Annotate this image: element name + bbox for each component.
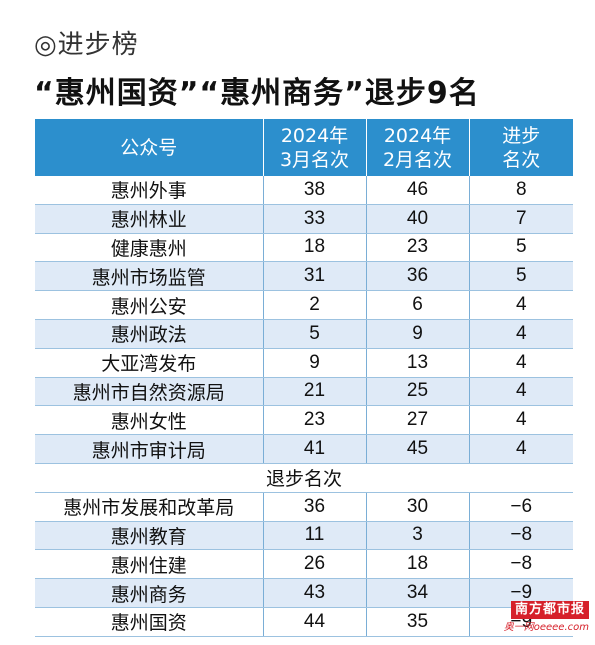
watermark-site: 奥一网oeeee.com — [503, 622, 589, 633]
rank-change-cell: 4 — [469, 405, 573, 436]
feb-rank-cell: 3 — [366, 521, 470, 551]
feb-rank-cell: 6 — [366, 290, 470, 320]
rank-change-cell: −8 — [469, 521, 573, 551]
march-rank-cell: 11 — [263, 521, 367, 551]
feb-rank-cell: 34 — [366, 578, 470, 608]
rank-change-cell: 4 — [469, 434, 573, 464]
account-name-cell: 惠州女性 — [35, 405, 264, 436]
watermark-logo: 南方都市报 — [510, 601, 589, 619]
progress-row: 惠州市审计局 41 45 4 — [35, 434, 573, 464]
march-rank-cell: 9 — [263, 348, 367, 378]
decline-row: 惠州国资 44 35 −9 — [35, 607, 573, 637]
account-name-cell: 健康惠州 — [35, 233, 264, 263]
feb-rank-cell: 46 — [366, 176, 470, 205]
progress-row: 惠州公安 2 6 4 — [35, 290, 573, 320]
progress-row: 惠州市场监管 31 36 5 — [35, 261, 573, 292]
rank-change-cell: −8 — [469, 549, 573, 580]
account-name-cell: 惠州市场监管 — [35, 261, 264, 292]
account-name-cell: 惠州市审计局 — [35, 434, 264, 464]
rank-change-cell: 4 — [469, 377, 573, 407]
decline-row: 惠州教育 11 3 −8 — [35, 521, 573, 551]
march-rank-cell: 38 — [263, 176, 367, 205]
march-rank-cell: 33 — [263, 204, 367, 234]
progress-row: 惠州林业 33 40 7 — [35, 204, 573, 234]
rank-change-cell: 4 — [469, 348, 573, 378]
rank-change-cell: 8 — [469, 176, 573, 205]
progress-row: 惠州市自然资源局 21 25 4 — [35, 377, 573, 407]
account-name-cell: 惠州林业 — [35, 204, 264, 234]
column-header-march-rank: 2024年 3月名次 — [263, 119, 367, 176]
account-name-cell: 惠州商务 — [35, 578, 264, 608]
decline-row: 惠州商务 43 34 −9 — [35, 578, 573, 608]
march-rank-cell: 26 — [263, 549, 367, 580]
march-rank-cell: 18 — [263, 233, 367, 263]
feb-rank-cell: 27 — [366, 405, 470, 436]
rank-change-cell: −6 — [469, 492, 573, 522]
progress-row: 惠州外事 38 46 8 — [35, 176, 573, 205]
decline-section-label: 退步名次 — [35, 463, 573, 493]
march-rank-cell: 43 — [263, 578, 367, 608]
decline-row: 惠州市发展和改革局 36 30 −6 — [35, 492, 573, 522]
march-rank-cell: 44 — [263, 607, 367, 637]
account-name-cell: 惠州国资 — [35, 607, 264, 637]
progress-row: 惠州女性 23 27 4 — [35, 405, 573, 436]
section-label: ◎进步榜 — [34, 30, 139, 60]
account-name-cell: 惠州市发展和改革局 — [35, 492, 264, 522]
march-rank-cell: 41 — [263, 434, 367, 464]
feb-rank-cell: 40 — [366, 204, 470, 234]
feb-rank-cell: 36 — [366, 261, 470, 292]
progress-row: 惠州政法 5 9 4 — [35, 319, 573, 349]
decline-section-row: 退步名次 — [35, 463, 573, 493]
march-rank-cell: 21 — [263, 377, 367, 407]
ranking-table: 公众号 2024年 3月名次 2024年 2月名次 进步 名次 惠州外事 38 46 8 惠州林业 3… — [35, 119, 573, 637]
march-rank-cell: 23 — [263, 405, 367, 436]
feb-rank-cell: 23 — [366, 233, 470, 263]
march-rank-cell: 36 — [263, 492, 367, 522]
march-rank-cell: 5 — [263, 319, 367, 349]
account-name-cell: 惠州政法 — [35, 319, 264, 349]
rank-change-cell: 4 — [469, 319, 573, 349]
headline: “惠州国资”“惠州商务”退步9名 — [34, 76, 480, 111]
feb-rank-cell: 30 — [366, 492, 470, 522]
decline-row: 惠州住建 26 18 −8 — [35, 549, 573, 580]
table-body: 惠州外事 38 46 8 惠州林业 33 40 7 健康惠州 18 23 5 惠州市场监管 31 36 5 惠州… — [35, 176, 573, 637]
column-header-feb-rank: 2024年 2月名次 — [366, 119, 470, 176]
account-name-cell: 惠州公安 — [35, 290, 264, 320]
table-header-row: 公众号 2024年 3月名次 2024年 2月名次 进步 名次 — [35, 119, 573, 176]
rank-change-cell: 7 — [469, 204, 573, 234]
march-rank-cell: 2 — [263, 290, 367, 320]
account-name-cell: 大亚湾发布 — [35, 348, 264, 378]
watermark: 南方都市报 奥一网oeeee.com — [497, 601, 589, 641]
feb-rank-cell: 13 — [366, 348, 470, 378]
column-header-change: 进步 名次 — [469, 119, 573, 176]
march-rank-cell: 31 — [263, 261, 367, 292]
progress-row: 健康惠州 18 23 5 — [35, 233, 573, 263]
feb-rank-cell: 25 — [366, 377, 470, 407]
rank-change-cell: 4 — [469, 290, 573, 320]
column-header-account: 公众号 — [35, 119, 264, 176]
feb-rank-cell: 18 — [366, 549, 470, 580]
account-name-cell: 惠州住建 — [35, 549, 264, 580]
rank-change-cell: 5 — [469, 233, 573, 263]
account-name-cell: 惠州市自然资源局 — [35, 377, 264, 407]
feb-rank-cell: 35 — [366, 607, 470, 637]
feb-rank-cell: 9 — [366, 319, 470, 349]
feb-rank-cell: 45 — [366, 434, 470, 464]
account-name-cell: 惠州外事 — [35, 176, 264, 205]
account-name-cell: 惠州教育 — [35, 521, 264, 551]
progress-row: 大亚湾发布 9 13 4 — [35, 348, 573, 378]
rank-change-cell: 5 — [469, 261, 573, 292]
